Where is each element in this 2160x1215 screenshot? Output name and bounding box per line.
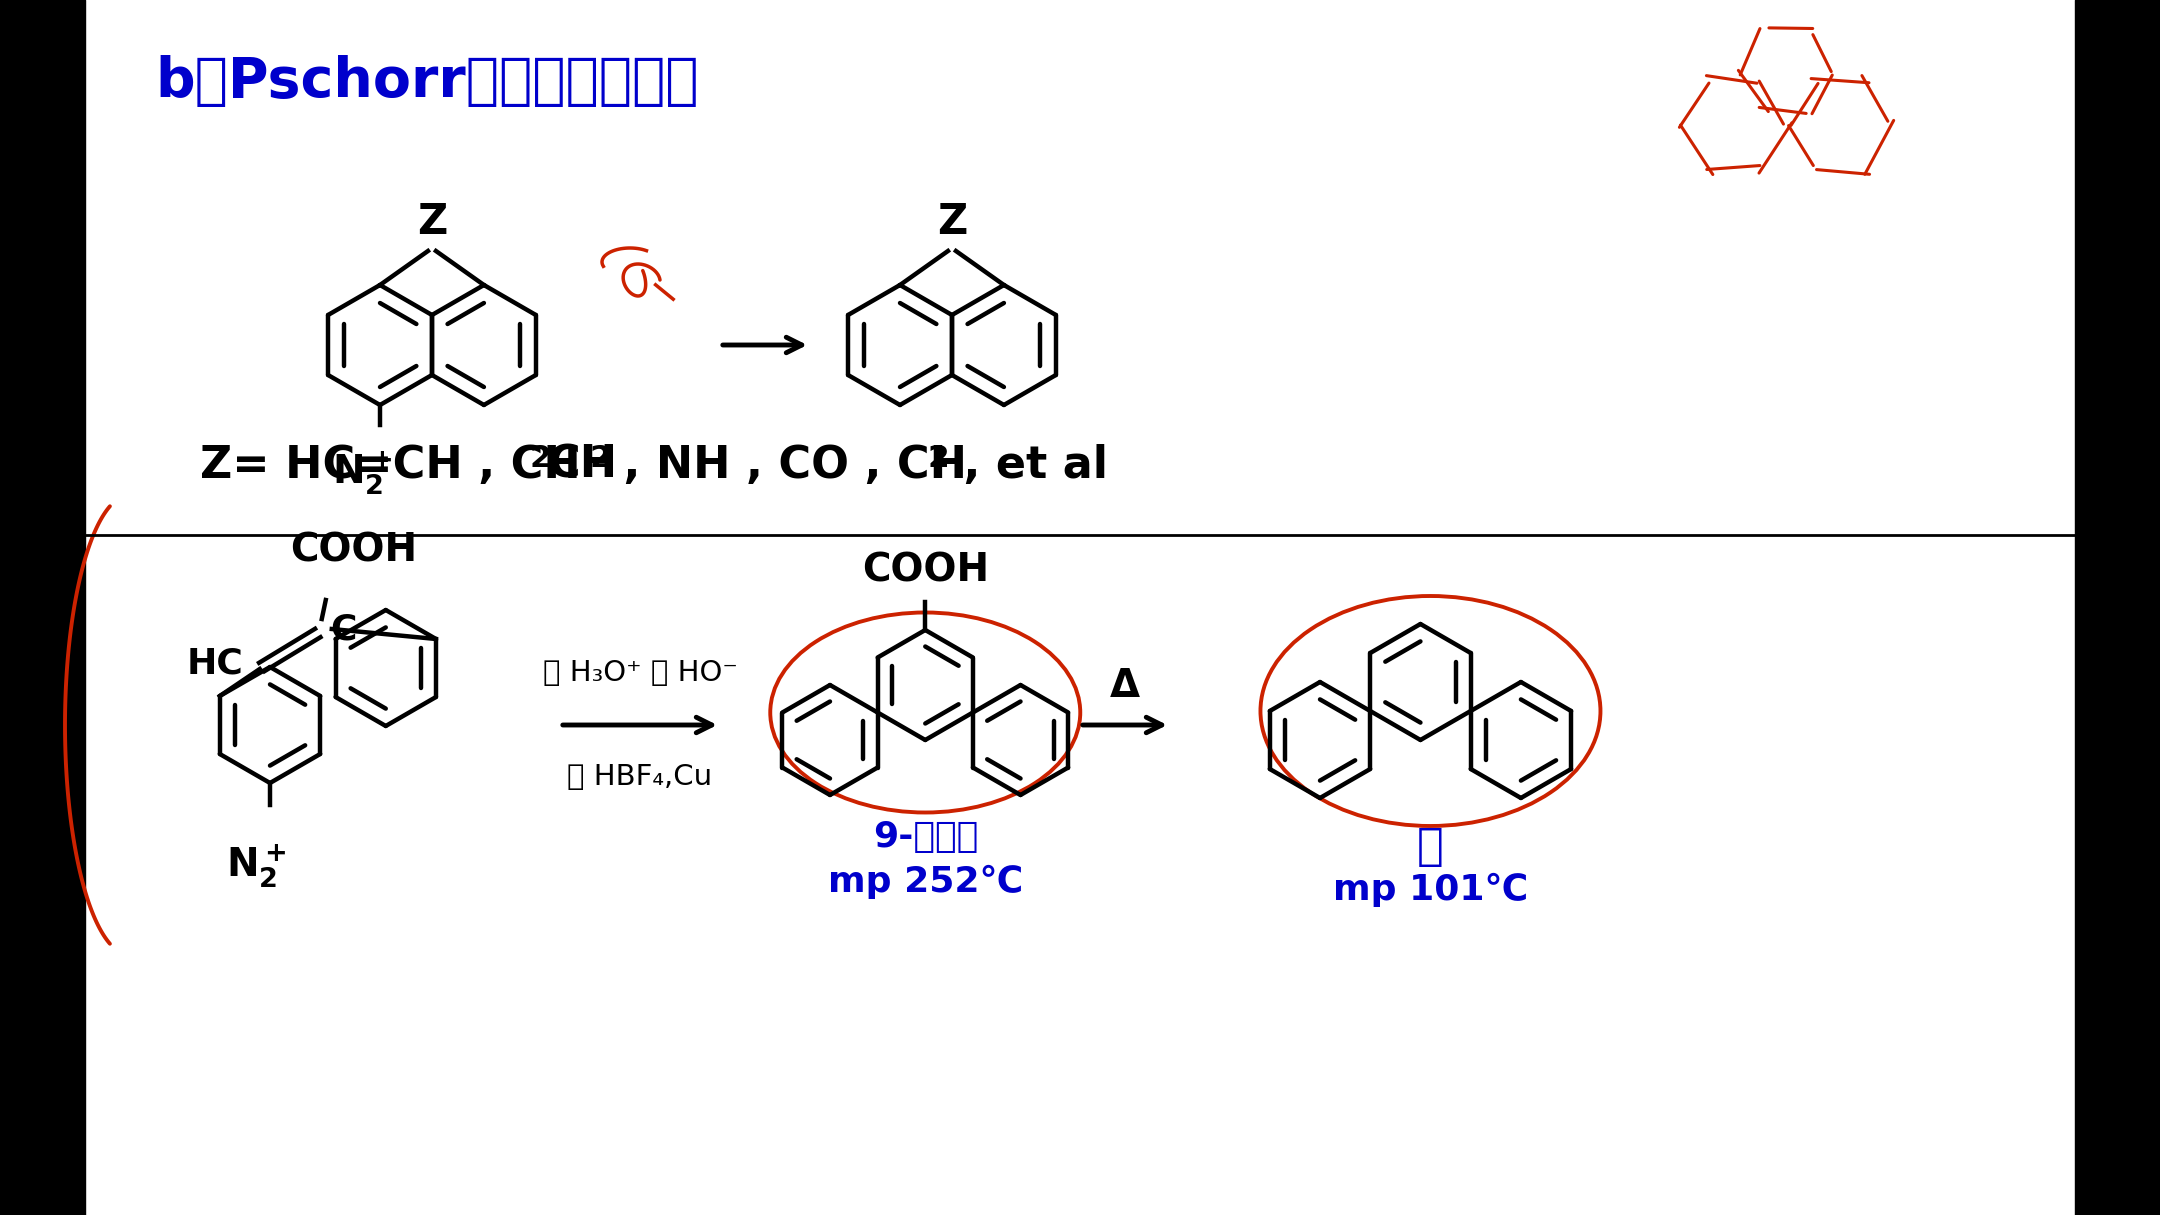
- Text: C: C: [330, 612, 356, 646]
- Text: 稀 H₃O⁺ 或 HO⁻: 稀 H₃O⁺ 或 HO⁻: [542, 659, 737, 686]
- Text: COOH: COOH: [289, 532, 417, 570]
- Text: mp 252℃: mp 252℃: [827, 865, 1024, 899]
- Text: Z: Z: [937, 200, 968, 243]
- Text: , et al: , et al: [948, 443, 1108, 486]
- Text: $\mathdefault{N_2^+}$: $\mathdefault{N_2^+}$: [333, 450, 391, 497]
- Text: Z= HC=CH , CH: Z= HC=CH , CH: [201, 443, 581, 486]
- Text: mp 101℃: mp 101℃: [1333, 874, 1527, 908]
- Text: CH: CH: [549, 443, 618, 486]
- Text: 2: 2: [929, 443, 950, 473]
- Text: HC: HC: [188, 646, 244, 680]
- Text: b：Pschorr（普朔尔）反应: b：Pschorr（普朔尔）反应: [156, 55, 698, 109]
- Text: Δ: Δ: [1110, 667, 1140, 705]
- Text: 或 HBF₄,Cu: 或 HBF₄,Cu: [568, 763, 713, 791]
- Text: 2: 2: [529, 443, 551, 473]
- Text: 菲: 菲: [1417, 825, 1443, 868]
- Text: , NH , CO , CH: , NH , CO , CH: [607, 443, 968, 486]
- Text: 2: 2: [590, 443, 611, 473]
- Text: 9-菲纥酸: 9-菲纥酸: [873, 820, 978, 854]
- Text: Z: Z: [417, 200, 447, 243]
- Text: $\mathdefault{N_2^+}$: $\mathdefault{N_2^+}$: [227, 843, 285, 891]
- Text: COOH: COOH: [862, 550, 989, 589]
